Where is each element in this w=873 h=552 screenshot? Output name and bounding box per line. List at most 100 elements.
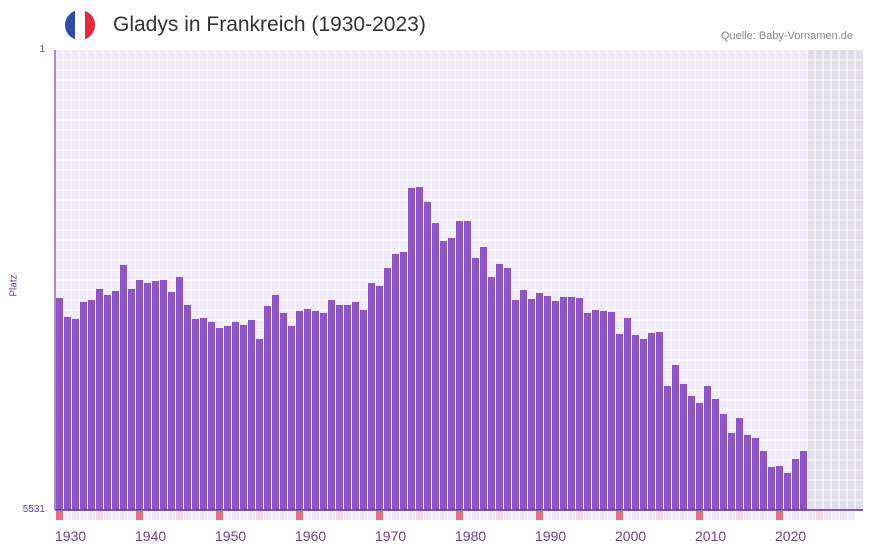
bar-1985 xyxy=(496,263,503,510)
x-tick-label: 1990 xyxy=(535,528,566,544)
bar-1965 xyxy=(336,304,343,510)
bar-1970 xyxy=(376,285,383,510)
year-marker xyxy=(824,511,831,520)
bar-1979 xyxy=(448,237,455,510)
year-marker xyxy=(536,511,543,520)
year-marker xyxy=(728,511,735,520)
year-marker xyxy=(120,511,127,520)
bar-1977 xyxy=(432,223,439,510)
bar-2019 xyxy=(768,466,775,510)
year-marker xyxy=(552,511,559,520)
year-marker xyxy=(504,511,511,520)
year-marker xyxy=(216,511,223,520)
bar-1939 xyxy=(128,288,135,510)
year-marker xyxy=(448,511,455,520)
bar-1973 xyxy=(400,251,407,510)
year-marker xyxy=(640,511,647,520)
year-marker xyxy=(400,511,407,520)
source-link[interactable]: Quelle: Baby-Vornamen.de xyxy=(720,30,853,42)
x-tick-label: 1970 xyxy=(375,528,406,544)
year-marker xyxy=(736,511,743,520)
bar-1950 xyxy=(216,327,223,510)
bar-1976 xyxy=(424,201,431,511)
bar-1951 xyxy=(224,326,231,510)
bar-1983 xyxy=(480,246,487,510)
bar-2009 xyxy=(688,395,695,510)
bar-1935 xyxy=(96,288,103,510)
year-marker xyxy=(760,511,767,520)
bar-1989 xyxy=(528,298,535,510)
year-marker xyxy=(832,511,839,520)
y-tick-bottom: 5531 xyxy=(22,504,45,515)
bar-1990 xyxy=(536,292,543,510)
year-marker xyxy=(672,511,679,520)
bar-1946 xyxy=(184,304,191,510)
x-tick-label: 1940 xyxy=(135,528,166,544)
year-marker xyxy=(688,511,695,520)
bar-1957 xyxy=(272,294,279,510)
bar-1954 xyxy=(248,320,255,510)
bar-2022 xyxy=(792,459,799,510)
year-marker xyxy=(376,511,383,520)
bar-1975 xyxy=(416,187,423,510)
year-marker xyxy=(704,511,711,520)
bar-1978 xyxy=(440,240,447,510)
year-marker xyxy=(496,511,503,520)
x-tick-label: 2020 xyxy=(775,528,806,544)
bar-2010 xyxy=(696,402,703,510)
bar-1960 xyxy=(296,310,303,510)
year-marker xyxy=(424,511,431,520)
bar-1992 xyxy=(552,300,559,510)
x-tick-label: 2000 xyxy=(615,528,646,544)
year-marker xyxy=(296,511,303,520)
bar-2018 xyxy=(760,451,767,510)
bar-1993 xyxy=(560,296,567,510)
year-marker xyxy=(152,511,159,520)
bar-1995 xyxy=(576,297,583,510)
year-marker xyxy=(312,511,319,520)
bar-2002 xyxy=(632,334,639,510)
year-marker xyxy=(56,511,63,520)
bar-1991 xyxy=(544,295,551,510)
year-marker xyxy=(632,511,639,520)
bar-2006 xyxy=(664,385,671,510)
year-marker xyxy=(816,511,823,520)
chart-title: Gladys in Frankreich (1930-2023) xyxy=(113,13,426,36)
year-marker xyxy=(720,511,727,520)
bar-1936 xyxy=(104,294,111,510)
year-marker xyxy=(72,511,79,520)
bar-2015 xyxy=(736,418,743,510)
bar-1930 xyxy=(56,297,63,510)
bar-1980 xyxy=(456,221,463,511)
x-tick-label: 1950 xyxy=(215,528,246,544)
bar-1949 xyxy=(208,321,215,510)
year-marker xyxy=(680,511,687,520)
year-marker xyxy=(664,511,671,520)
year-marker xyxy=(456,511,463,520)
bar-1984 xyxy=(488,277,495,510)
year-marker xyxy=(440,511,447,520)
bar-2016 xyxy=(744,434,751,510)
y-tick-top: 1 xyxy=(39,44,45,55)
bar-1962 xyxy=(312,310,319,510)
year-marker xyxy=(264,511,271,520)
bar-2012 xyxy=(712,398,719,510)
bar-1944 xyxy=(168,291,175,510)
bar-1972 xyxy=(392,253,399,510)
bar-2000 xyxy=(616,333,623,510)
year-marker xyxy=(288,511,295,520)
year-marker xyxy=(416,511,423,520)
year-marker xyxy=(184,511,191,520)
year-marker xyxy=(352,511,359,520)
year-marker xyxy=(280,511,287,520)
bar-2021 xyxy=(784,472,791,510)
year-marker xyxy=(608,511,615,520)
bar-1959 xyxy=(288,326,295,510)
bar-1963 xyxy=(320,312,327,510)
bar-1967 xyxy=(352,301,359,510)
bar-1934 xyxy=(88,299,95,510)
bar-2014 xyxy=(728,432,735,510)
bar-1945 xyxy=(176,277,183,510)
bar-2020 xyxy=(776,465,783,510)
bar-2007 xyxy=(672,365,679,510)
